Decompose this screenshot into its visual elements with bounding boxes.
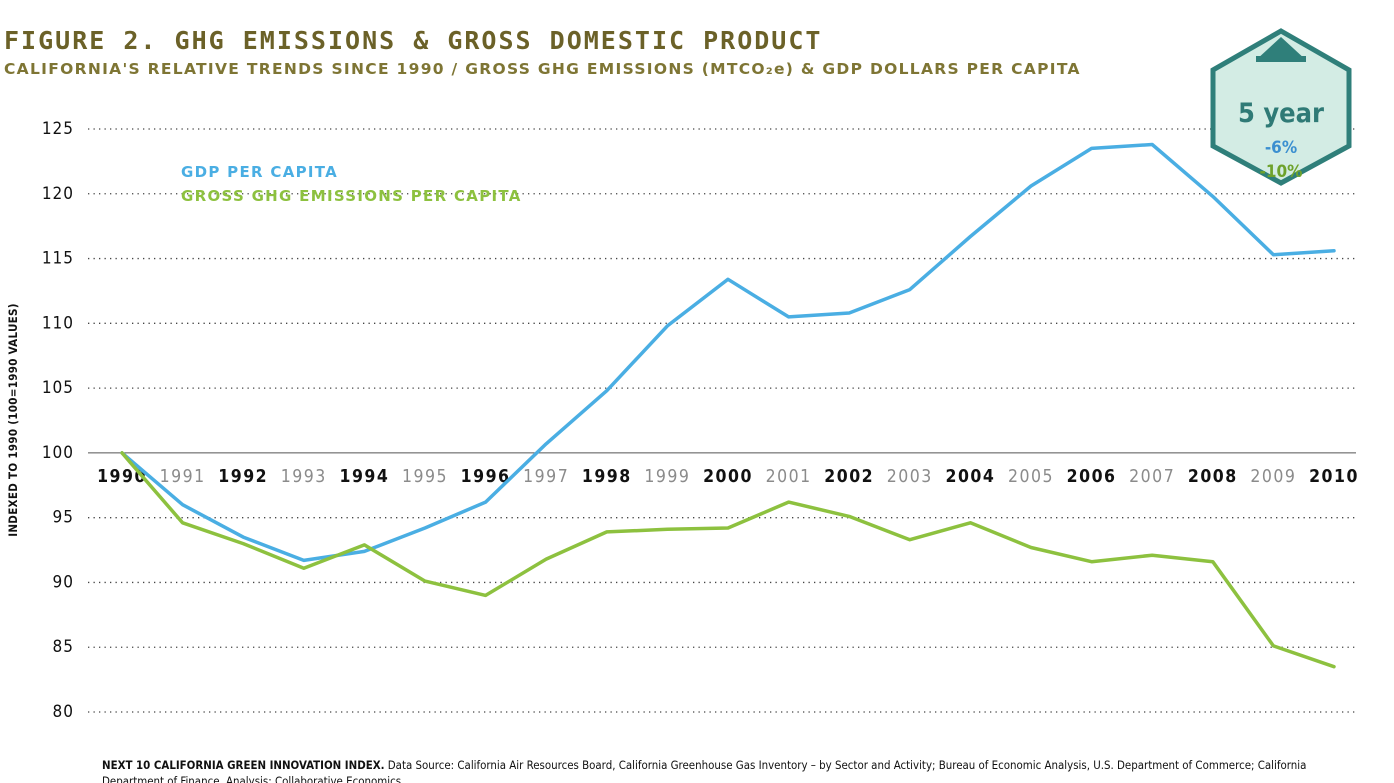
x-tick-label: 2007 [1129,467,1175,487]
x-tick-label: 1995 [402,467,448,487]
badge-gdp-change: -6% [1264,138,1298,158]
source-text: Data Source: California Air Resources Bo… [102,758,1307,783]
x-tick-label: 2003 [887,467,933,487]
legend-entry-gdp: GDP PER CAPITA [181,163,338,181]
x-tick-label: 2009 [1250,467,1296,487]
y-tick-label: 85 [53,637,74,657]
y-tick-label: 90 [53,572,74,592]
x-tick-label: 2001 [766,467,812,487]
x-tick-label: 2008 [1188,467,1238,487]
series-line-gdp-per-capita [120,142,1336,563]
y-tick-label: 100 [42,443,74,463]
x-tick-label: 1994 [339,467,389,487]
source-note: NEXT 10 CALIFORNIA GREEN INNOVATION INDE… [102,757,1362,783]
y-tick-label: 110 [42,313,74,333]
badge-ghg-change: -10% [1259,162,1303,182]
x-tick-label: 1993 [281,467,327,487]
x-tick-label: 1998 [582,467,632,487]
y-tick-label: 80 [53,702,74,722]
x-tick-label: 1992 [218,467,268,487]
x-tick-labels: 1990 1991 1992 1993 1994 1995 1996 1997 1998 1999… [97,467,1359,487]
legend: GDP PER CAPITA GROSS GHG EMISSIONS PER C… [181,163,522,205]
chart-title: FIGURE 2. GHG EMISSIONS & GROSS DOMESTIC… [4,26,823,55]
hexagon-badge-icon [1210,28,1352,186]
x-tick-label: 2000 [703,467,753,487]
series-lines [120,142,1336,669]
legend-entry-ghg: GROSS GHG EMISSIONS PER CAPITA [181,187,522,205]
x-tick-label: 2002 [824,467,874,487]
x-tick-label: 1990 [97,467,147,487]
y-tick-label: 125 [42,119,74,139]
y-tick-label: 120 [42,184,74,204]
x-tick-label: 2006 [1067,467,1117,487]
series-line-ghg-per-capita [120,451,1336,669]
source-lead: NEXT 10 CALIFORNIA GREEN INNOVATION INDE… [102,758,385,772]
x-tick-label: 2005 [1008,467,1054,487]
x-tick-label: 2010 [1309,467,1359,487]
badge-period: 5 year [1237,98,1325,129]
five-year-change-badge: 5 year -6% -10% [1208,28,1354,186]
x-tick-label: 1997 [523,467,569,487]
y-tick-label: 115 [42,249,74,269]
x-tick-label: 1996 [461,467,511,487]
x-tick-label: 2004 [945,467,995,487]
y-tick-label: 105 [42,378,74,398]
gridlines [88,128,1356,713]
x-tick-label: 1991 [160,467,206,487]
y-tick-labels: 125 120 115 110 105 100 95 90 85 80 [42,119,74,722]
chart-subtitle: CALIFORNIA'S RELATIVE TRENDS SINCE 1990 … [4,60,1081,78]
x-tick-label: 1999 [644,467,690,487]
y-tick-label: 95 [53,508,74,528]
